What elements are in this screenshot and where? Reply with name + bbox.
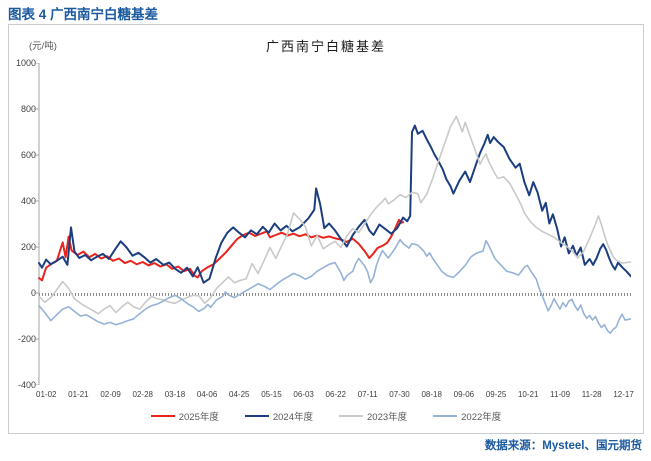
- x-tick-label: 11-09: [550, 390, 571, 399]
- y-tick-label: 800: [20, 104, 36, 114]
- legend-swatch: [433, 415, 458, 417]
- legend-swatch: [150, 415, 175, 417]
- x-axis-labels: 01-02 01-21 02-09 02-28 03-18 04-06 04-25 05-15…: [36, 390, 634, 399]
- chart-plot: [34, 63, 631, 385]
- x-tick-label: 08-18: [421, 390, 442, 399]
- x-tick-label: 06-03: [293, 390, 314, 399]
- y-tick-label: -400: [17, 380, 36, 390]
- legend-label: 2022年度: [461, 412, 502, 423]
- y-tick-label: 1000: [15, 58, 36, 68]
- legend-swatch: [244, 415, 269, 417]
- chart-panel: (元/吨) 广西南宁白糖基差 1000 800 600 400 200 0 -200 -400…: [8, 24, 644, 434]
- x-tick-label: 11-28: [581, 390, 602, 399]
- x-tick-label: 04-06: [196, 390, 218, 399]
- legend-item: 2025年度: [150, 409, 219, 423]
- legend-label: 2024年度: [272, 412, 313, 423]
- x-tick-label: 09-25: [485, 390, 507, 399]
- legend: 2025年度 2024年度 2023年度 2022年度: [9, 409, 643, 423]
- x-tick-label: 07-30: [389, 390, 410, 399]
- x-tick-label: 02-09: [100, 390, 121, 399]
- x-tick-label: 07-11: [357, 390, 378, 399]
- x-tick-label: 12-17: [613, 390, 634, 399]
- y-tick-label: 400: [20, 196, 36, 206]
- series-line-2025年度: [38, 218, 405, 282]
- y-tick-label: -200: [17, 334, 36, 344]
- x-tick-label: 09-06: [453, 390, 475, 399]
- series-line-2024年度: [38, 124, 631, 284]
- x-tick-label: 01-21: [68, 390, 89, 399]
- legend-item: 2024年度: [244, 409, 313, 423]
- legend-label: 2023年度: [367, 412, 408, 423]
- x-tick-label: 03-18: [164, 390, 186, 399]
- x-tick-label: 10-21: [517, 390, 539, 399]
- x-tick-label: 02-28: [132, 390, 153, 399]
- chart-title: 广西南宁白糖基差: [265, 40, 386, 55]
- x-tick-label: 06-22: [325, 390, 347, 399]
- x-tick-label: 05-15: [261, 390, 282, 399]
- y-axis-labels: 1000 800 600 400 200 0 -200 -400: [9, 25, 36, 433]
- source-note: 数据来源：Mysteel、国元期货: [484, 440, 642, 452]
- series-line-2022年度: [38, 238, 631, 335]
- x-tick-label: 04-25: [229, 390, 250, 399]
- legend-item: 2023年度: [339, 409, 407, 423]
- page-title: 图表 4 广西南宁白糖基差: [8, 7, 159, 22]
- y-tick-label: 0: [30, 288, 36, 298]
- y-tick-label: 600: [20, 150, 36, 160]
- legend-item: 2022年度: [433, 409, 501, 423]
- y-axis-unit-label: (元/吨): [29, 41, 57, 52]
- y-tick-label: 200: [20, 242, 36, 252]
- legend-swatch: [339, 415, 363, 417]
- legend-label: 2025年度: [178, 412, 219, 423]
- x-tick-label: 01-02: [36, 390, 57, 399]
- series-line-2023年度: [38, 115, 631, 315]
